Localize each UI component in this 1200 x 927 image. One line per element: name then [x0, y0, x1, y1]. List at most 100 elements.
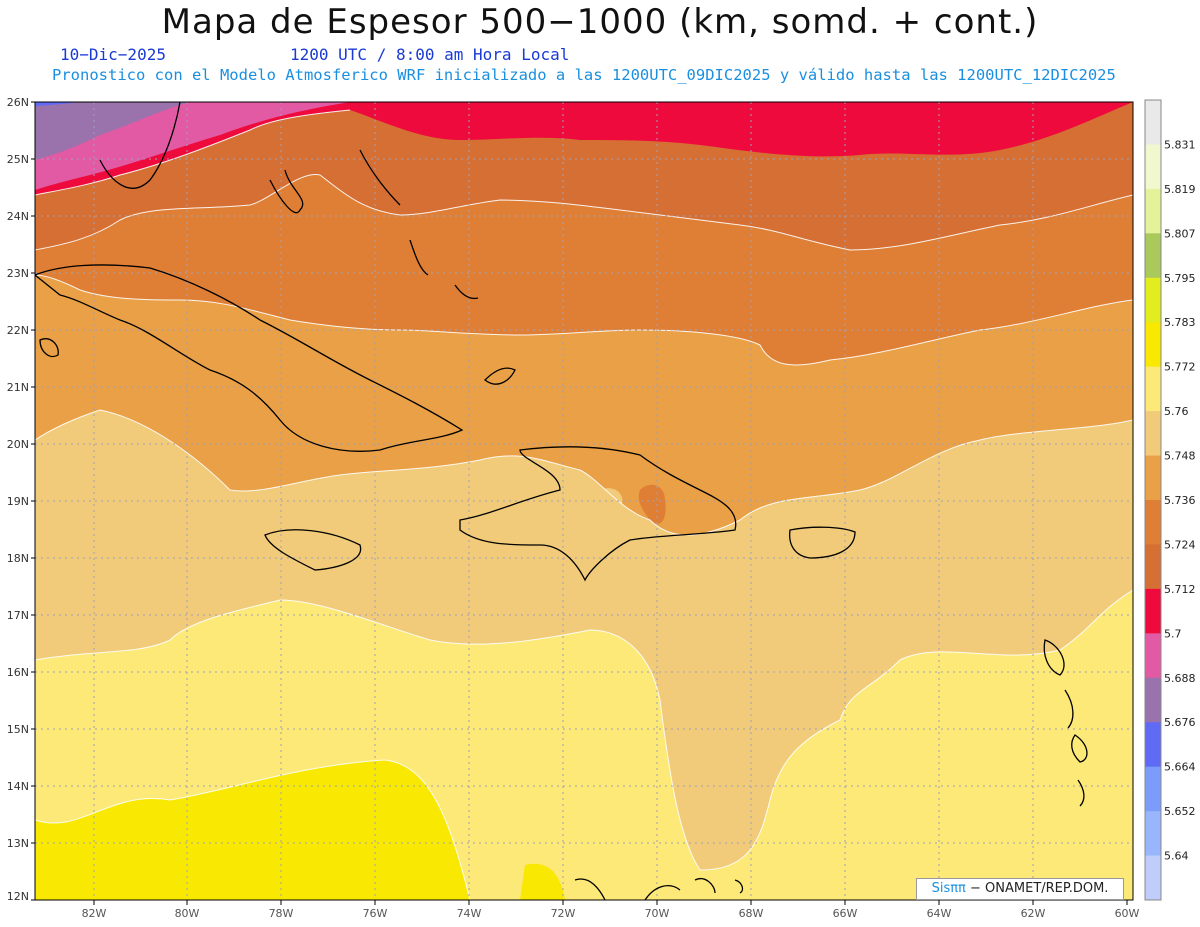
bahamas-eleuthera	[359, 149, 401, 206]
colorbar-label: 5.664	[1164, 761, 1196, 774]
colorbar-label: 5.688	[1164, 672, 1196, 685]
lon-label: 64W	[927, 907, 952, 920]
turks-caicos-coast	[484, 367, 516, 385]
shaded-bands	[35, 102, 1133, 900]
band-5700	[35, 102, 1133, 195]
colorbar-label: 5.652	[1164, 805, 1196, 818]
lon-label: 62W	[1021, 907, 1046, 920]
lon-label: 68W	[739, 907, 764, 920]
band-5748-blob	[600, 488, 623, 513]
date-label: 10−Dic−2025	[60, 45, 166, 64]
lon-label: 72W	[551, 907, 576, 920]
lat-label: 24N	[7, 210, 29, 223]
jamaica-coast	[264, 529, 362, 571]
colorbar-label: 5.76	[1164, 405, 1189, 418]
colorbar-label: 5.772	[1164, 361, 1196, 374]
lat-label: 26N	[7, 96, 29, 109]
south-america-coast-2	[644, 885, 681, 900]
lat-label: 16N	[7, 666, 29, 679]
colorbar-swatch	[1145, 455, 1161, 501]
bahamas-cat-island	[409, 239, 429, 276]
lon-label: 78W	[269, 907, 294, 920]
puerto-rico-coast	[789, 526, 856, 559]
lon-label: 82W	[82, 907, 107, 920]
aruba-coast	[694, 878, 716, 894]
colorbar-swatch	[1145, 188, 1161, 234]
colorbar-swatch	[1145, 500, 1161, 545]
lon-label: 70W	[645, 907, 670, 920]
lat-label: 20N	[7, 438, 29, 451]
florida-coast	[99, 102, 181, 189]
colorbar-swatch	[1145, 588, 1161, 634]
colorbar-swatch	[1145, 366, 1161, 412]
band-5772-west	[35, 760, 470, 900]
lat-label: 19N	[7, 495, 29, 508]
bahamas-andros	[269, 169, 304, 214]
colorbar-swatch	[1145, 411, 1161, 457]
colorbar-label: 5.64	[1164, 850, 1189, 863]
map-title: Mapa de Espesor 500−1000 (km, somd. + co…	[161, 2, 1039, 42]
colorbar-swatch	[1145, 144, 1161, 190]
lat-label: 18N	[7, 552, 29, 565]
colorbar-swatch	[1145, 277, 1161, 323]
guadeloupe-coast	[1043, 639, 1065, 676]
isla-juventud-coast	[39, 338, 59, 358]
lon-label: 60W	[1115, 907, 1140, 920]
colorbar: 5.831 5.819 5.807 5.795 5.783 5.772 5.76 5.748 5…	[1144, 99, 1196, 901]
cuba-coast	[35, 264, 464, 452]
lat-label: 12N	[7, 890, 29, 903]
colorbar-label: 5.736	[1164, 494, 1196, 507]
bahamas-acklins	[454, 284, 479, 300]
colorbar-swatch	[1145, 100, 1161, 145]
lat-label: 22N	[7, 324, 29, 337]
lon-label: 76W	[363, 907, 388, 920]
colorbar-label: 5.712	[1164, 583, 1196, 596]
coastlines	[35, 102, 1088, 900]
colorbar-label: 5.819	[1164, 183, 1196, 196]
band-5676	[35, 102, 190, 160]
lat-ticks	[31, 101, 35, 901]
colorbar-swatch	[1145, 633, 1161, 679]
graticule	[35, 102, 1133, 900]
colorbar-label: 5.807	[1164, 227, 1196, 240]
lat-label: 14N	[7, 780, 29, 793]
colorbar-frame	[1144, 99, 1162, 901]
south-america-coast-1	[574, 878, 606, 900]
band-5772-center	[520, 863, 565, 900]
st-lucia-coast	[1077, 779, 1085, 807]
curacao-coast	[734, 879, 744, 894]
colorbar-swatch	[1145, 766, 1161, 812]
time-label: 1200 UTC / 8:00 am Hora Local	[290, 45, 570, 64]
dominica-coast	[1064, 689, 1074, 729]
band-5724-blob	[638, 484, 666, 524]
lon-label: 74W	[457, 907, 482, 920]
lon-labels: 82W 80W 78W 76W 74W 72W 70W 68W 66W 64W …	[82, 907, 1140, 920]
colorbar-swatch	[1145, 322, 1161, 368]
colorbar-label: 5.724	[1164, 538, 1196, 551]
credit-org: − ONAMET/REP.DOM.	[965, 881, 1109, 896]
colorbar-label: 5.783	[1164, 316, 1196, 329]
colorbar-label: 5.676	[1164, 716, 1196, 729]
forecast-line: Pronostico con el Modelo Atmosferico WRF…	[52, 66, 1116, 84]
lat-label: 13N	[7, 837, 29, 850]
colorbar-swatch	[1145, 722, 1161, 768]
hispaniola-coast	[459, 446, 737, 582]
lat-label: 25N	[7, 153, 29, 166]
colorbar-swatch	[1145, 811, 1161, 857]
colorbar-swatch	[1145, 855, 1161, 901]
lon-label: 80W	[175, 907, 200, 920]
martinique-coast	[1071, 734, 1088, 763]
colorbar-swatch	[1145, 544, 1161, 590]
credit-box: Sisππ − ONAMET/REP.DOM.	[916, 878, 1124, 900]
lon-ticks	[93, 900, 1128, 905]
lat-labels: 26N 25N 24N 23N 22N 21N 20N 19N 18N 17N …	[7, 96, 29, 903]
lon-label: 66W	[833, 907, 858, 920]
lat-label: 15N	[7, 723, 29, 736]
lat-label: 21N	[7, 381, 29, 394]
colorbar-label: 5.748	[1164, 450, 1196, 463]
colorbar-label: 5.831	[1164, 138, 1196, 151]
colorbar-swatch	[1145, 677, 1161, 723]
contour-lines	[35, 109, 1133, 900]
lat-label: 17N	[7, 609, 29, 622]
